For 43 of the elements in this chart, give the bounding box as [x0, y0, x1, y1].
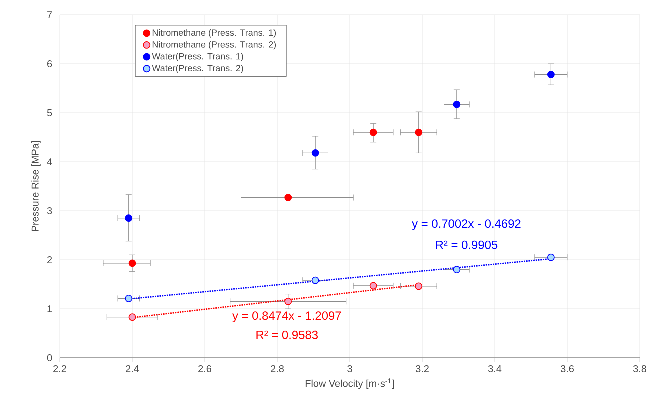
x-tick-label: 2.2 [54, 365, 66, 372]
point [453, 266, 461, 274]
point [453, 100, 461, 108]
legend-label: Water(Press. Trans. 1) [152, 53, 244, 62]
y-tick-label: 2 [48, 256, 52, 264]
legend-label: Nitromethane (Press. Trans. 2) [152, 41, 276, 50]
point [547, 71, 555, 78]
y-tick-label: 4 [47, 158, 52, 166]
x-tick-label: 2.6 [198, 365, 212, 372]
legend-label: Nitromethane (Press. Trans. 1) [152, 29, 276, 38]
y-axis-title: Pressure Rise [MPa] [32, 142, 41, 232]
y-tick-label: 3 [47, 207, 52, 215]
point [312, 149, 320, 157]
point [128, 314, 136, 322]
point [415, 128, 423, 136]
point [370, 128, 378, 136]
y-tick-label: 6 [48, 60, 52, 68]
point [284, 298, 292, 306]
point [312, 276, 320, 284]
x-tick-label: 3.8 [633, 365, 646, 372]
annotation: R² = 0.9905 [436, 240, 498, 250]
annotation: y = 0.8474x - 1.2097 [232, 312, 342, 323]
y-tick-label: 0 [47, 354, 52, 362]
point [370, 282, 378, 290]
x-axis-title: Flow Velocity [m·s$^{-1}$] [306, 378, 394, 390]
y-tick-label: 1 [48, 306, 52, 312]
x-tick-label: 3.6 [560, 365, 574, 372]
annotation: R² = 0.9583 [256, 330, 318, 340]
point [547, 254, 555, 262]
point [128, 260, 136, 268]
point [284, 194, 292, 202]
x-tick-label: 3 [348, 365, 352, 372]
point [415, 282, 423, 290]
x-tick-label: 2.4 [126, 365, 140, 372]
point [125, 214, 133, 222]
legend-label: Water(Press. Trans. 2) [152, 64, 244, 74]
x-tick-label: 2.8 [271, 365, 284, 372]
y-tick-label: 7 [48, 12, 52, 18]
annotation: y = 0.7002x - 0.4692 [412, 220, 521, 230]
point [125, 295, 133, 302]
y-tick-label: 5 [47, 110, 52, 116]
x-tick-label: 3.2 [416, 365, 429, 372]
x-tick-label: 3.4 [488, 365, 502, 372]
